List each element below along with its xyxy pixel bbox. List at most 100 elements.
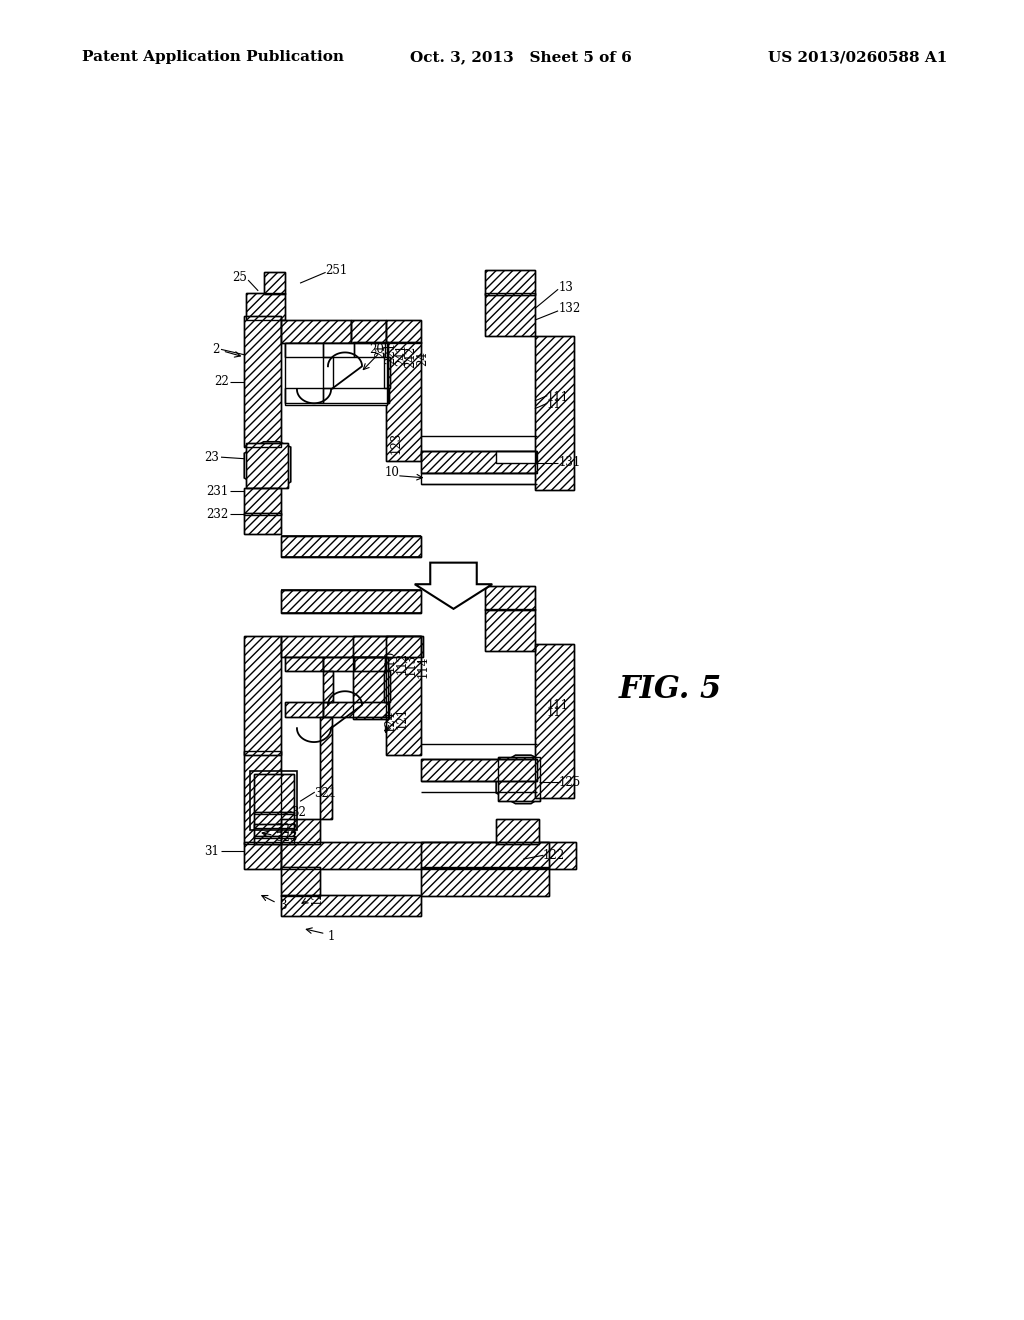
Bar bbox=[282, 636, 421, 657]
Bar bbox=[282, 842, 575, 869]
Text: Oct. 3, 2013   Sheet 5 of 6: Oct. 3, 2013 Sheet 5 of 6 bbox=[410, 50, 632, 65]
Bar bbox=[324, 672, 333, 702]
Bar bbox=[324, 388, 389, 404]
Bar bbox=[384, 358, 390, 388]
Bar bbox=[282, 321, 351, 343]
Bar bbox=[245, 842, 282, 869]
Bar bbox=[254, 775, 294, 814]
Bar bbox=[282, 895, 421, 916]
Bar bbox=[282, 636, 421, 657]
Text: 231: 231 bbox=[207, 484, 228, 498]
Text: 113: 113 bbox=[404, 653, 418, 676]
Text: 12: 12 bbox=[310, 890, 324, 906]
Bar bbox=[245, 636, 282, 755]
Bar bbox=[386, 636, 421, 755]
Bar bbox=[324, 672, 333, 702]
Bar bbox=[285, 702, 324, 718]
Text: FIG. 5: FIG. 5 bbox=[618, 675, 722, 705]
Bar bbox=[246, 293, 285, 321]
Bar bbox=[324, 702, 389, 718]
Bar bbox=[386, 321, 421, 343]
Text: 31: 31 bbox=[205, 845, 219, 858]
Bar bbox=[285, 657, 324, 671]
Bar bbox=[282, 536, 421, 557]
Bar bbox=[484, 271, 535, 294]
Bar bbox=[321, 718, 332, 818]
Bar bbox=[254, 824, 294, 838]
Bar bbox=[484, 293, 535, 335]
Bar bbox=[254, 812, 294, 828]
Text: 20: 20 bbox=[369, 343, 384, 356]
Text: 111: 111 bbox=[547, 391, 568, 404]
Bar bbox=[245, 751, 282, 843]
Bar bbox=[324, 358, 333, 388]
Bar bbox=[285, 343, 324, 358]
Bar bbox=[324, 358, 333, 388]
Bar bbox=[324, 388, 389, 404]
Bar bbox=[254, 775, 294, 814]
Bar bbox=[354, 657, 385, 671]
Bar bbox=[282, 536, 421, 557]
Bar bbox=[324, 657, 354, 671]
Bar bbox=[254, 824, 294, 838]
Bar bbox=[386, 342, 421, 461]
Bar bbox=[282, 818, 321, 843]
Bar bbox=[496, 818, 539, 843]
Bar bbox=[421, 451, 538, 473]
Polygon shape bbox=[245, 442, 291, 490]
Bar bbox=[285, 702, 324, 718]
Bar bbox=[282, 818, 321, 843]
Bar bbox=[282, 867, 321, 896]
Bar bbox=[386, 636, 421, 755]
Text: 11: 11 bbox=[547, 399, 561, 412]
Text: 1: 1 bbox=[328, 929, 335, 942]
Bar bbox=[245, 488, 282, 515]
Text: 3: 3 bbox=[280, 899, 287, 912]
Bar bbox=[498, 756, 541, 801]
Bar bbox=[535, 644, 573, 797]
Bar bbox=[484, 586, 535, 610]
Bar bbox=[421, 451, 538, 473]
Text: 232: 232 bbox=[207, 508, 228, 520]
Bar bbox=[384, 672, 390, 702]
Text: 112: 112 bbox=[395, 652, 409, 673]
Bar bbox=[254, 812, 294, 828]
Text: 251: 251 bbox=[326, 264, 348, 277]
Bar bbox=[245, 317, 282, 447]
Text: 322: 322 bbox=[275, 824, 298, 837]
Bar bbox=[484, 609, 535, 651]
Text: 2: 2 bbox=[212, 343, 219, 356]
Bar bbox=[245, 842, 282, 869]
Bar bbox=[263, 272, 286, 294]
Bar bbox=[384, 358, 390, 388]
Bar bbox=[386, 321, 421, 343]
Bar bbox=[246, 293, 285, 321]
Bar bbox=[496, 451, 537, 462]
Bar bbox=[421, 867, 549, 896]
Text: 323: 323 bbox=[275, 832, 298, 843]
Text: 123: 123 bbox=[390, 432, 403, 454]
Bar bbox=[285, 388, 324, 404]
Text: 131: 131 bbox=[558, 455, 581, 469]
Text: 124: 124 bbox=[384, 709, 396, 731]
Bar bbox=[285, 657, 324, 671]
Bar bbox=[352, 636, 423, 657]
Text: 22: 22 bbox=[214, 375, 228, 388]
Bar bbox=[324, 702, 389, 718]
Bar bbox=[421, 842, 549, 867]
Bar bbox=[535, 335, 573, 490]
Bar bbox=[285, 343, 324, 358]
Text: 114: 114 bbox=[417, 656, 429, 677]
Bar bbox=[498, 756, 541, 801]
Bar bbox=[254, 836, 294, 843]
Bar bbox=[282, 590, 421, 612]
Bar bbox=[352, 636, 423, 657]
Bar bbox=[245, 488, 282, 515]
Text: 23: 23 bbox=[205, 450, 219, 463]
Bar bbox=[384, 672, 390, 702]
Bar bbox=[421, 473, 538, 484]
Polygon shape bbox=[496, 755, 543, 804]
Bar bbox=[246, 444, 289, 488]
Bar bbox=[421, 867, 549, 896]
Bar bbox=[324, 343, 354, 358]
